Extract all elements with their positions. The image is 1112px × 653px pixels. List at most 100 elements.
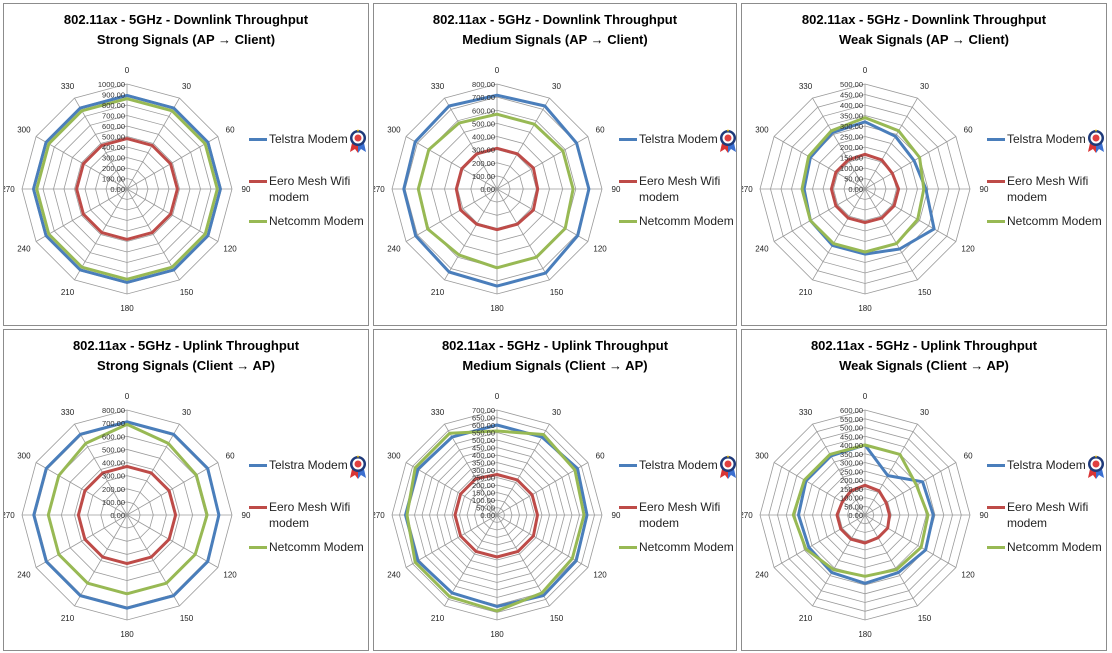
category-label: 240 bbox=[387, 571, 401, 580]
legend-swatch bbox=[619, 546, 637, 549]
category-label: 240 bbox=[755, 245, 769, 254]
legend-swatch bbox=[987, 506, 1005, 509]
radar-spoke bbox=[496, 188, 589, 242]
category-label: 270 bbox=[4, 511, 15, 520]
chart-title-line2: Strong Signals (Client → AP) bbox=[97, 358, 275, 373]
radar-spoke bbox=[812, 97, 866, 190]
legend-label: Netcomm Modem bbox=[639, 540, 734, 554]
award-ribbon-icon bbox=[350, 455, 366, 479]
radial-tick-label: 0.00 bbox=[848, 185, 863, 194]
radial-tick-label: 600.00 bbox=[840, 406, 863, 415]
radar-spoke bbox=[35, 462, 128, 516]
series-line bbox=[800, 116, 926, 254]
radial-tick-label: 150.00 bbox=[840, 485, 863, 494]
category-label: 0 bbox=[863, 66, 868, 75]
series-line bbox=[835, 483, 891, 545]
radar-spoke bbox=[812, 514, 866, 607]
radial-tick-label: 400.00 bbox=[102, 459, 125, 468]
legend-swatch bbox=[987, 464, 1005, 467]
radar-plot: 0.0050.00100.00150.00200.00250.00300.003… bbox=[374, 392, 621, 639]
radar-plot: 0.0050.00100.00150.00200.00250.00300.003… bbox=[742, 66, 989, 313]
radial-tick-label: 650.00 bbox=[472, 414, 495, 423]
chart-panel: 802.11ax - 5GHz - Downlink Throughput Wea… bbox=[741, 3, 1107, 326]
category-label: 330 bbox=[799, 408, 813, 417]
radar-plot: 0.00 100.00 200.00 300.00 400.00 500.00 600.00… bbox=[374, 66, 621, 313]
chart-title-line1: 802.11ax - 5GHz - Downlink Throughput bbox=[63, 12, 309, 27]
category-label: 180 bbox=[120, 630, 134, 639]
radar-spoke bbox=[773, 462, 866, 516]
series-line bbox=[32, 420, 221, 610]
series-line bbox=[416, 112, 575, 270]
legend-swatch bbox=[619, 138, 637, 141]
radial-tick-label: 700.00 bbox=[102, 419, 125, 428]
category-label: 240 bbox=[17, 245, 31, 254]
category-label: 0 bbox=[863, 392, 868, 401]
radial-tick-label: 600.00 bbox=[102, 432, 125, 441]
legend-label: Eero Mesh Wifi modem bbox=[269, 500, 351, 530]
category-label: 270 bbox=[742, 511, 753, 520]
legend-label: Eero Mesh Wifi modem bbox=[639, 174, 721, 204]
chart-title-line2: Medium Signals (AP → Client) bbox=[462, 32, 648, 47]
chart-title-line1: 802.11ax - 5GHz - Uplink Throughput bbox=[810, 338, 1038, 353]
radar-spoke bbox=[864, 188, 918, 281]
series-line bbox=[46, 422, 209, 596]
category-label: 300 bbox=[17, 452, 31, 461]
chart-title-line1: 802.11ax - 5GHz - Downlink Throughput bbox=[801, 12, 1047, 27]
category-label: 0 bbox=[495, 392, 500, 401]
radial-tick-label: 300.00 bbox=[472, 466, 495, 475]
category-label: 30 bbox=[920, 408, 929, 417]
chart-title-line2: Weak Signals (AP → Client) bbox=[838, 32, 1009, 47]
category-label: 330 bbox=[431, 82, 445, 91]
radar-spoke bbox=[444, 97, 498, 190]
radial-tick-label: 500.00 bbox=[840, 424, 863, 433]
radial-tick-label: 50.00 bbox=[844, 175, 863, 184]
chart-title: 802.11ax - 5GHz - Downlink Throughput Wea… bbox=[742, 10, 1106, 50]
radial-tick-label: 450.00 bbox=[840, 432, 863, 441]
radar-spoke bbox=[35, 188, 128, 242]
legend-label: Telstra Modem bbox=[1007, 458, 1086, 472]
category-label: 210 bbox=[431, 288, 445, 297]
radial-tick-label: 550.00 bbox=[472, 429, 495, 438]
legend-label: Telstra Modem bbox=[1007, 132, 1086, 146]
radial-tick-label: 0.00 bbox=[480, 511, 495, 520]
category-label: 30 bbox=[920, 82, 929, 91]
radar-spoke bbox=[35, 136, 128, 190]
legend-swatch bbox=[619, 220, 637, 223]
legend-label: Telstra Modem bbox=[269, 458, 348, 472]
radial-tick-label: 700.00 bbox=[102, 112, 125, 121]
category-label: 60 bbox=[226, 126, 235, 135]
radial-tick-label: 1000.00 bbox=[98, 80, 125, 89]
radial-tick-label: 700.00 bbox=[472, 406, 495, 415]
chart-panel: 802.11ax - 5GHz - Uplink Throughput Weak … bbox=[741, 329, 1107, 651]
category-label: 90 bbox=[980, 511, 989, 520]
radial-tick-label: 400.00 bbox=[472, 133, 495, 142]
legend-swatch bbox=[249, 180, 267, 183]
radar-spoke bbox=[126, 462, 219, 516]
series-line bbox=[797, 443, 935, 585]
radial-tick-label: 250.00 bbox=[840, 467, 863, 476]
legend-swatch bbox=[619, 180, 637, 183]
series-line bbox=[802, 120, 936, 256]
category-label: 210 bbox=[799, 288, 813, 297]
radar-spoke bbox=[864, 423, 918, 516]
radar-spoke bbox=[74, 188, 128, 281]
legend-swatch bbox=[249, 220, 267, 223]
radar-plot: 0.0050.00100.00150.00200.00250.00300.003… bbox=[742, 392, 989, 639]
category-label: 210 bbox=[61, 614, 75, 623]
radial-tick-label: 450.00 bbox=[840, 91, 863, 100]
radar-spoke bbox=[405, 188, 498, 242]
radial-tick-label: 200.00 bbox=[102, 164, 125, 173]
radial-tick-label: 500.00 bbox=[472, 119, 495, 128]
radial-tick-label: 0.00 bbox=[480, 185, 495, 194]
radial-tick-label: 250.00 bbox=[472, 474, 495, 483]
radial-tick-label: 800.00 bbox=[102, 406, 125, 415]
radial-tick-label: 400.00 bbox=[472, 451, 495, 460]
radial-tick-label: 600.00 bbox=[472, 106, 495, 115]
radial-tick-label: 700.00 bbox=[472, 93, 495, 102]
chart-title: 802.11ax - 5GHz - Uplink Throughput Mediu… bbox=[374, 336, 736, 376]
category-label: 90 bbox=[612, 185, 621, 194]
radial-tick-label: 550.00 bbox=[840, 415, 863, 424]
legend-swatch bbox=[987, 138, 1005, 141]
series-line bbox=[75, 137, 179, 241]
category-label: 330 bbox=[61, 82, 75, 91]
